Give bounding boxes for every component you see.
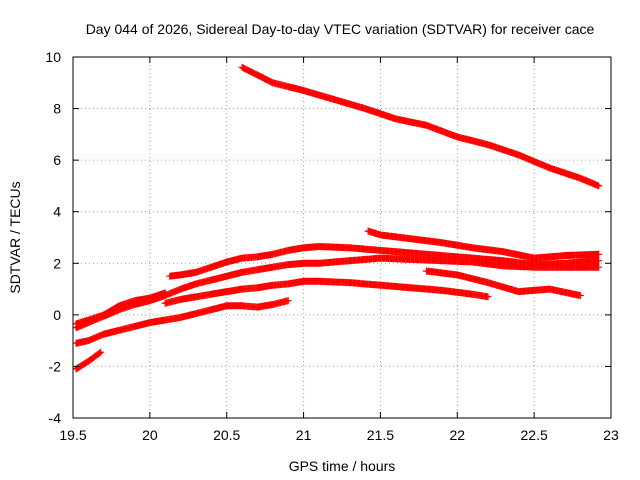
x-axis-label: GPS time / hours: [289, 458, 396, 474]
x-tick-label: 20.5: [213, 427, 240, 443]
series-arc8: [72, 348, 105, 373]
plot-frame: [72, 56, 612, 419]
y-tick-label: 0: [53, 307, 61, 323]
series-arc7: [72, 297, 292, 347]
data-points-arc9: [423, 267, 584, 299]
data-points-arc1: [238, 63, 603, 190]
y-tick-label: 4: [53, 204, 61, 220]
y-tick-label: 8: [53, 101, 61, 117]
data-series: [72, 63, 603, 373]
series-arc5: [72, 254, 603, 332]
x-tick-label: 22.5: [521, 427, 548, 443]
axis-ticks: 19.5 20 20.5 21 21.5 22 22.5 23 -4 -2 0 2 4 6 8 10: [45, 49, 619, 443]
x-tick-label: 21: [296, 427, 312, 443]
data-points-arc2: [364, 227, 603, 262]
y-tick-label: 2: [53, 255, 61, 271]
y-tick-label: -2: [49, 358, 62, 374]
y-tick-label: -4: [49, 410, 62, 426]
x-tick-label: 20: [142, 427, 158, 443]
data-points-arc5: [72, 254, 603, 332]
y-tick-label: 6: [53, 152, 61, 168]
data-points-arc7: [72, 297, 292, 347]
series-arc1: [238, 63, 603, 190]
series-arc6: [161, 277, 492, 307]
gridlines: [73, 57, 611, 418]
x-tick-label: 23: [603, 427, 619, 443]
chart-title: Day 044 of 2026, Sidereal Day-to-day VTE…: [86, 21, 595, 37]
data-points-arc6: [161, 277, 492, 307]
x-tick-label: 21.5: [367, 427, 394, 443]
x-tick-label: 22: [449, 427, 465, 443]
data-points-arc8: [72, 348, 105, 373]
series-arc9: [423, 267, 584, 299]
y-tick-label: 10: [45, 49, 61, 65]
series-arc2: [364, 227, 603, 262]
y-axis-label: SDTVAR / TECUs: [7, 181, 23, 293]
x-tick-label: 19.5: [59, 427, 86, 443]
